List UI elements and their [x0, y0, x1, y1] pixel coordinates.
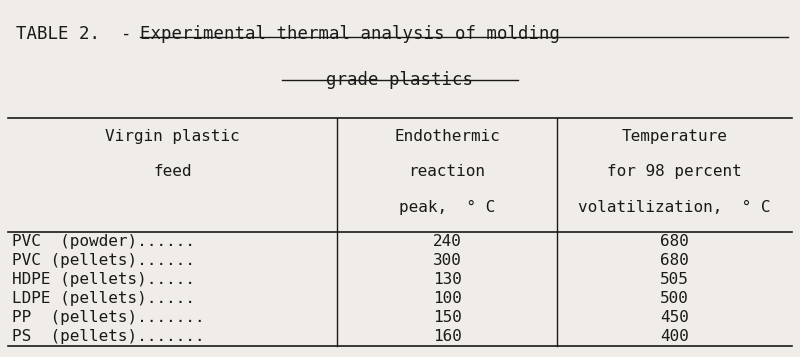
Text: Temperature: Temperature — [622, 129, 727, 144]
Text: 680: 680 — [660, 234, 689, 249]
Text: Virgin plastic: Virgin plastic — [106, 129, 240, 144]
Text: grade plastics: grade plastics — [326, 71, 474, 89]
Text: 680: 680 — [660, 253, 689, 268]
Text: TABLE 2.  -: TABLE 2. - — [16, 25, 142, 43]
Text: PS  (pellets).......: PS (pellets)....... — [12, 329, 205, 344]
Text: volatilization,  ° C: volatilization, ° C — [578, 200, 770, 215]
Text: peak,  ° C: peak, ° C — [399, 200, 495, 215]
Text: 160: 160 — [433, 329, 462, 344]
Text: Experimental thermal analysis of molding: Experimental thermal analysis of molding — [140, 25, 560, 43]
Text: LDPE (pellets).....: LDPE (pellets)..... — [12, 291, 195, 306]
Text: 100: 100 — [433, 291, 462, 306]
Text: 300: 300 — [433, 253, 462, 268]
Text: for 98 percent: for 98 percent — [607, 164, 742, 179]
Text: PVC (pellets)......: PVC (pellets)...... — [12, 253, 195, 268]
Text: 500: 500 — [660, 291, 689, 306]
Text: reaction: reaction — [409, 164, 486, 179]
Text: feed: feed — [154, 164, 192, 179]
Text: PVC  (powder)......: PVC (powder)...... — [12, 234, 195, 249]
Text: 450: 450 — [660, 310, 689, 325]
Text: 400: 400 — [660, 329, 689, 344]
Text: HDPE (pellets).....: HDPE (pellets)..... — [12, 272, 195, 287]
Text: 150: 150 — [433, 310, 462, 325]
Text: 130: 130 — [433, 272, 462, 287]
Text: 505: 505 — [660, 272, 689, 287]
Text: Endothermic: Endothermic — [394, 129, 500, 144]
Text: PP  (pellets).......: PP (pellets)....... — [12, 310, 205, 325]
Text: 240: 240 — [433, 234, 462, 249]
